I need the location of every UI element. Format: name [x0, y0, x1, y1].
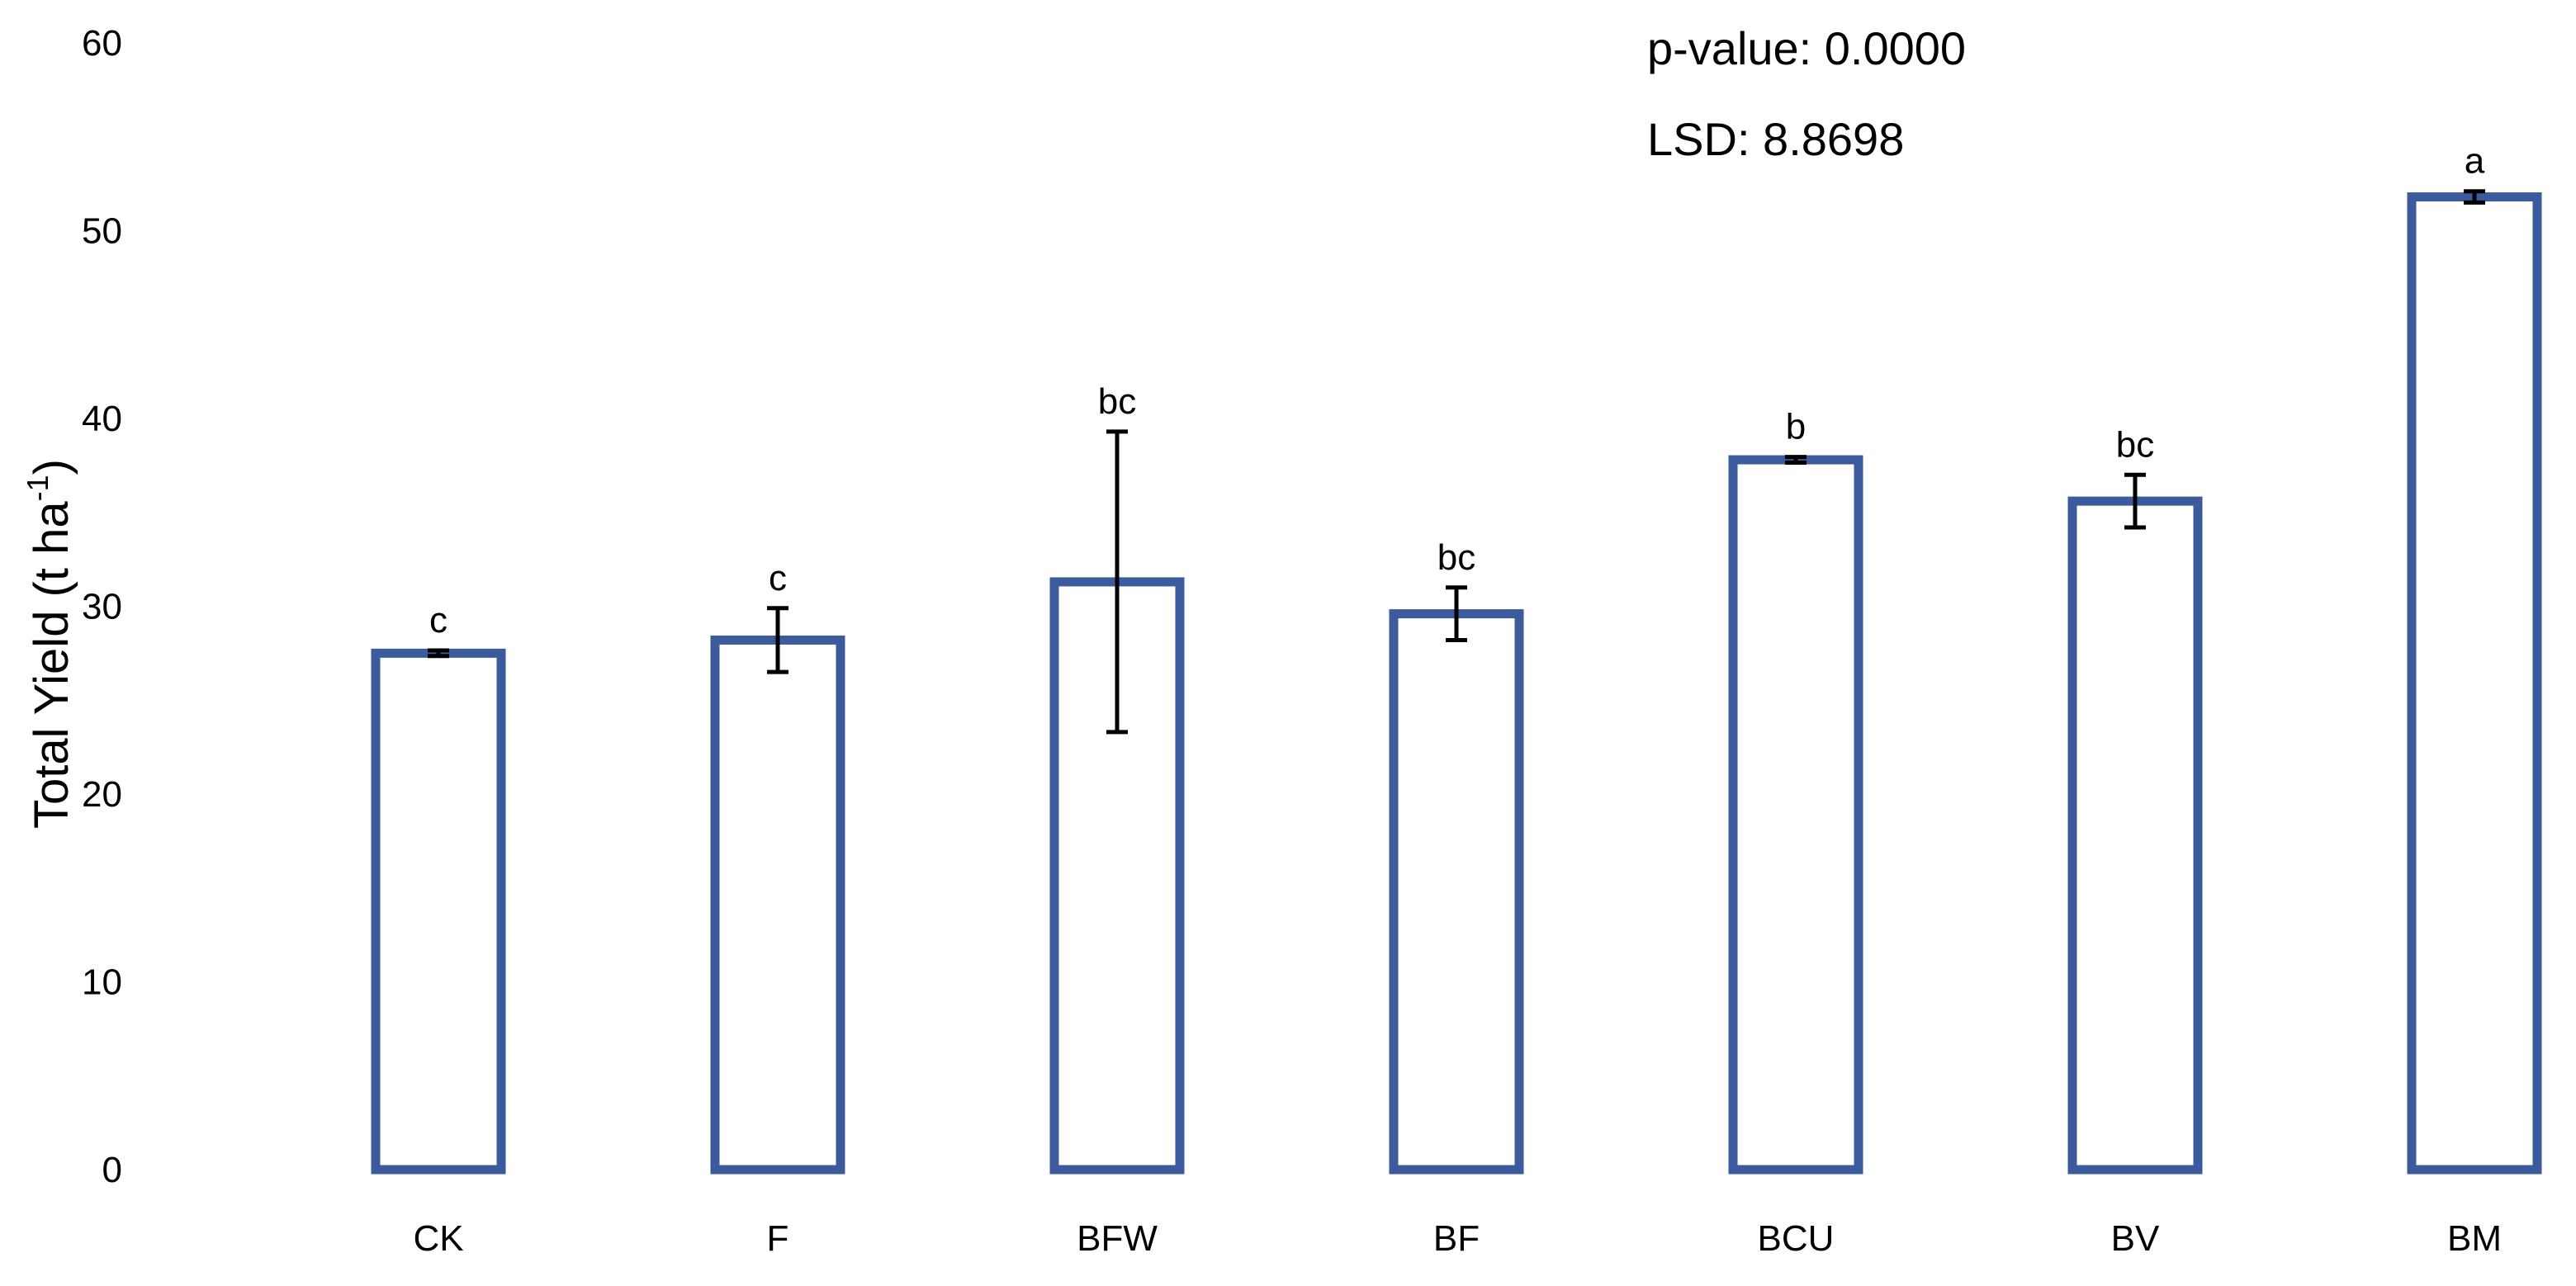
error-bar-bv — [2124, 472, 2146, 530]
bar-bcu — [1728, 455, 1863, 1175]
bar-bm — [2407, 192, 2542, 1175]
x-axis-ticks: CK F BFW BF BCU BV BM — [413, 1218, 2502, 1259]
error-bar-f — [767, 606, 788, 674]
bar-f — [710, 635, 845, 1175]
lsd-annotation: LSD: 8.8698 — [1647, 113, 1904, 165]
y-axis-title: Total Yield (t ha-1) — [21, 459, 78, 829]
bars-group — [371, 192, 2542, 1175]
error-bar-bm — [2464, 189, 2485, 205]
significance-letter-bf: bc — [1437, 537, 1475, 578]
y-tick-label: 20 — [82, 774, 122, 815]
x-tick-label-bv: BV — [2111, 1218, 2160, 1259]
y-axis-ticks: 0 10 20 30 40 50 60 — [82, 23, 122, 1190]
y-axis-title-suffix: ) — [25, 459, 78, 475]
error-bar-bcu — [1785, 455, 1807, 465]
y-tick-label: 60 — [82, 23, 122, 64]
significance-letters-group: c c bc bc b bc a — [429, 141, 2485, 641]
y-tick-label: 30 — [82, 587, 122, 627]
x-tick-label-bcu: BCU — [1758, 1218, 1835, 1259]
bar-ck — [371, 648, 506, 1175]
significance-letter-ck: c — [429, 600, 447, 641]
y-tick-label: 0 — [102, 1150, 122, 1190]
significance-letter-bm: a — [2465, 141, 2485, 182]
y-tick-label: 10 — [82, 962, 122, 1003]
error-bar-ck — [428, 648, 449, 659]
x-tick-label-ck: CK — [413, 1218, 463, 1259]
error-bars-group — [428, 189, 2485, 735]
bar-bf — [1389, 609, 1524, 1175]
error-bar-bf — [1446, 585, 1467, 642]
y-axis-title-superscript: -1 — [21, 475, 54, 501]
x-tick-label-bm: BM — [2447, 1218, 2502, 1259]
significance-letter-bfw: bc — [1098, 381, 1136, 422]
error-bar-bfw — [1106, 429, 1128, 735]
significance-letter-f: c — [769, 558, 787, 598]
significance-letter-bcu: b — [1786, 407, 1806, 447]
bar-bv — [2067, 496, 2203, 1175]
p-value-annotation: p-value: 0.0000 — [1647, 22, 1966, 74]
significance-letter-bv: bc — [2116, 424, 2154, 465]
y-tick-label: 40 — [82, 399, 122, 439]
x-tick-label-f: F — [767, 1218, 789, 1259]
x-tick-label-bfw: BFW — [1077, 1218, 1158, 1259]
y-axis-title-main: Total Yield (t ha — [25, 501, 78, 829]
y-tick-label: 50 — [82, 211, 122, 252]
x-tick-label-bf: BF — [1433, 1218, 1480, 1259]
